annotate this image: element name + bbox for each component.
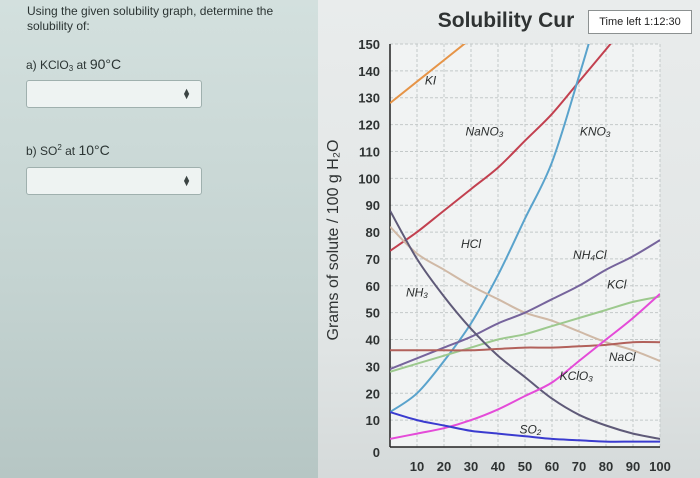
x-tick-label: 90 — [626, 459, 640, 474]
chart-grid — [389, 43, 661, 448]
chart-axes: 0 10 20 30 40 50 60 70 80 90 100 110 120 130 140 150 10 2… — [358, 37, 671, 474]
y-tick-label: 100 — [358, 171, 380, 186]
question-panel: Using the given solubility graph, determ… — [0, 0, 318, 478]
x-tick-label: 50 — [518, 459, 532, 474]
y-tick-label: 40 — [366, 333, 380, 348]
y-tick-label: 80 — [366, 225, 380, 240]
question-a-prefix: a) KClO — [26, 58, 69, 72]
series-line — [390, 411, 660, 443]
chart-title: Solubility Cur — [438, 9, 575, 32]
series-line — [390, 341, 660, 352]
time-left-badge: Time left 1:12:30 — [588, 10, 692, 34]
y-tick-label: 60 — [366, 279, 380, 294]
chart-series — [390, 44, 660, 443]
y-tick-label: 130 — [358, 91, 380, 106]
series-line — [390, 44, 612, 252]
y-tick-label: 0 — [373, 445, 380, 460]
series-label: KCl — [607, 277, 627, 291]
y-tick-label: 140 — [358, 64, 380, 79]
series-label: NaNO₃ — [465, 124, 503, 138]
x-tick-label: 70 — [572, 459, 586, 474]
y-tick-label: 150 — [358, 37, 380, 52]
chart-series-labels: KI NaNO₃ KNO₃ HCl NH₄Cl KCl NH₃ NaCl KClO₃ SO₂ — [406, 73, 636, 436]
y-tick-label: 50 — [366, 306, 380, 321]
x-tick-label: 40 — [491, 459, 505, 474]
question-b-middle: at — [61, 144, 79, 158]
series-label: NH₄Cl — [573, 248, 607, 262]
question-a-subscript: 3 — [68, 64, 74, 73]
series-line — [390, 210, 660, 440]
question-b-label: b) SO2 at 10°C — [26, 142, 110, 158]
answer-b-select[interactable]: ▲ ▼ — [26, 167, 202, 195]
y-tick-label: 10 — [366, 413, 380, 428]
y-tick-label: 120 — [358, 118, 380, 133]
updown-arrow-icon: ▲ ▼ — [182, 86, 191, 101]
question-a-temperature: 90°C — [89, 56, 122, 72]
question-b-superscript: 2 — [57, 143, 62, 152]
x-tick-label: 10 — [410, 459, 424, 474]
y-tick-label: 110 — [359, 144, 380, 159]
y-tick-label: 90 — [366, 198, 380, 213]
series-label: SO₂ — [519, 423, 541, 437]
series-line — [390, 44, 466, 104]
series-label: NaCl — [609, 350, 636, 364]
series-line — [390, 44, 590, 413]
series-line — [390, 295, 660, 373]
series-label: KClO₃ — [560, 369, 594, 383]
answer-a-select[interactable]: ▲ ▼ — [26, 80, 202, 108]
y-tick-label: 30 — [366, 359, 380, 374]
series-label: NH₃ — [406, 286, 428, 300]
series-label: KNO₃ — [580, 124, 611, 138]
x-tick-label: 30 — [464, 459, 478, 474]
question-b-temperature: 10°C — [78, 142, 110, 158]
series-label: HCl — [461, 237, 481, 251]
question-b-prefix: b) SO — [26, 144, 58, 158]
updown-arrow-icon: ▲ ▼ — [182, 173, 191, 188]
x-tick-label: 60 — [545, 459, 559, 474]
x-tick-label: 100 — [649, 459, 671, 474]
x-tick-label: 80 — [599, 459, 613, 474]
series-line — [390, 293, 660, 440]
y-tick-label: 20 — [366, 386, 380, 401]
question-a-middle: at — [73, 58, 90, 72]
y-tick-label: 70 — [366, 252, 380, 267]
y-axis-label: Grams of solute / 100 g H₂O — [325, 140, 342, 341]
question-prompt: Using the given solubility graph, determ… — [27, 4, 274, 33]
question-a-label: a) KClO3 at 90°C — [26, 56, 121, 73]
series-label: KI — [425, 73, 437, 87]
x-tick-label: 20 — [437, 459, 451, 474]
